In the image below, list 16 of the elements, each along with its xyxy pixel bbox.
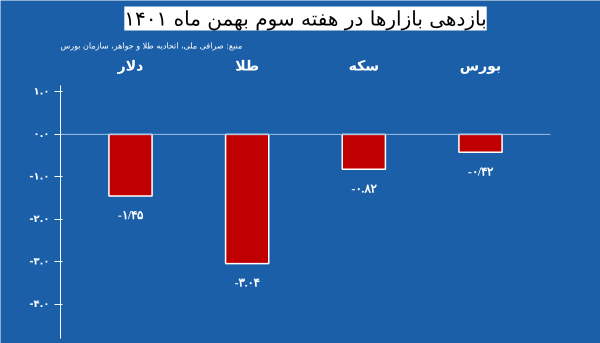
data-label: -۳.۰۴ xyxy=(234,276,260,290)
y-tick-label: -۴.۰ xyxy=(29,298,50,310)
y-tick-label: -۳.۰ xyxy=(29,256,50,268)
y-tick-label: -۲.۰ xyxy=(29,214,50,225)
y-tick-label: ۱.۰ xyxy=(33,86,50,98)
x-tick-label: سکه xyxy=(348,58,380,74)
x-tick-label: طلا xyxy=(235,58,260,74)
y-tick-label: ۰.۰ xyxy=(33,128,50,140)
data-label: -۰/۴۲ xyxy=(468,164,494,178)
x-tick-label: دلار xyxy=(116,58,144,74)
data-label: -۰.۸۲ xyxy=(351,181,378,196)
y-tick-label: -۱.۰ xyxy=(29,171,50,182)
text: منبع: صرافی ملی، اتحادیه طلا و جواهر، سازمان بورس xyxy=(60,42,242,50)
x-tick-label: بورس xyxy=(460,58,502,74)
chart-title: بازدهی بازارها در هفته سوم بهمن ماه ۱۴۰۱ xyxy=(124,6,487,30)
data-label: -۱/۴۵ xyxy=(118,208,144,222)
